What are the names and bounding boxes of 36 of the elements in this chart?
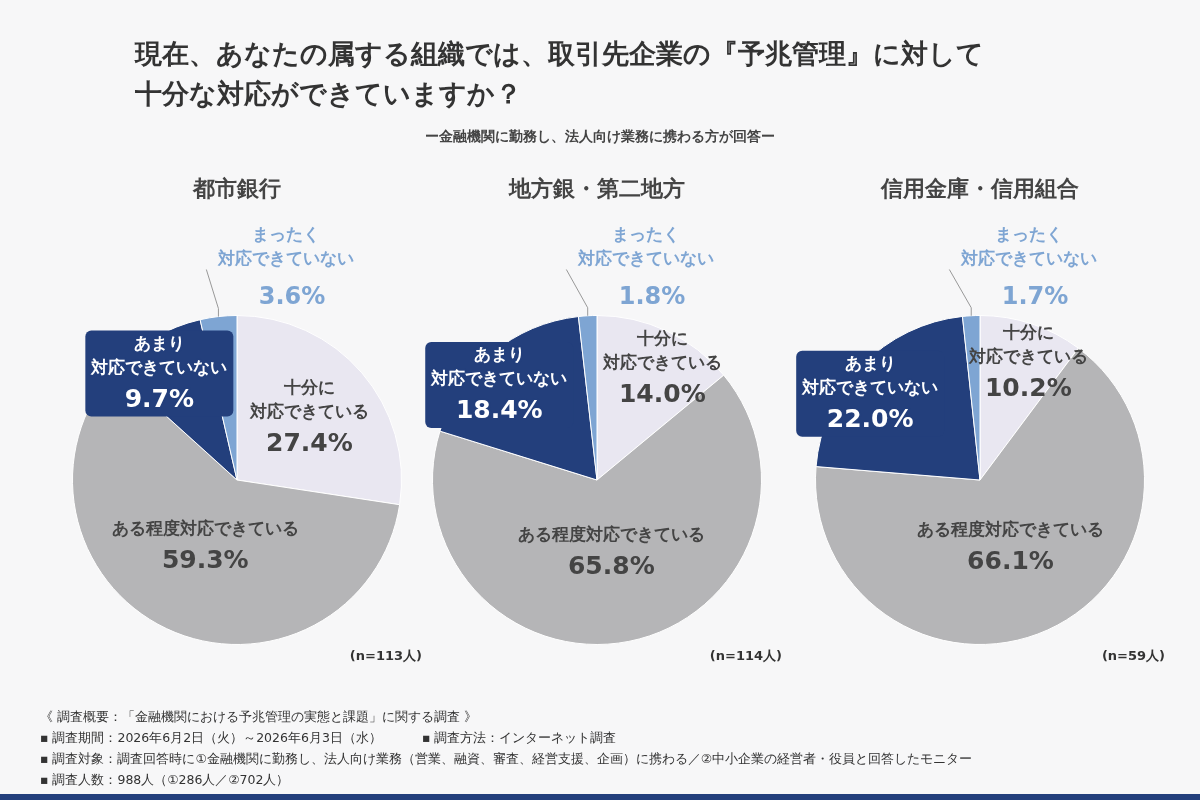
- slice-label: ある程度対応できている: [916, 518, 1104, 539]
- text: ー金融機関に勤務し、法人向け業務に携わる方が回答ー: [424, 128, 776, 146]
- data-label: 1.7%: [1001, 281, 1069, 310]
- slice-label: まったく対応できていない: [217, 223, 355, 268]
- slice-label: あまり対応できていない: [801, 353, 939, 398]
- text: 《 調査概要：「金融機関における予兆管理の実態と課題」に関する調査 》: [40, 708, 477, 726]
- text: (n=59人): [1101, 648, 1165, 663]
- slice-label: まったく対応できていない: [577, 223, 715, 268]
- text: ▪ 調査期間：2026年6月2日（火）～2026年6月3日（水）: [40, 729, 382, 747]
- data-label: 10.2%: [984, 373, 1072, 403]
- text: ▪ 調査対象：調査回答時に①金融機関に勤務し、法人向け業務（営業、融資、審査、経営支援、企画）に携わる／②中小企業の経営者・役員と回答したモニター: [40, 750, 972, 768]
- data-label: 66.1%: [967, 545, 1054, 575]
- text: ▪ 調査方法：インターネット調査: [421, 729, 617, 747]
- data-label: 22.0%: [826, 404, 914, 434]
- slice-label: ある程度対応できている: [517, 524, 705, 545]
- data-label: 65.8%: [567, 551, 655, 581]
- data-label: 27.4%: [265, 428, 353, 458]
- slice-label: 十分に対応できている: [248, 377, 369, 422]
- text: ▪ 調査人数：988人（①286人／②702人）: [40, 771, 290, 789]
- slice-label: まったく対応できていない: [960, 223, 1098, 268]
- data-label: 1.8%: [618, 281, 686, 310]
- text: 現在、あなたの属する組織では、取引先企業の『予兆管理』に対して十分な対応ができていますか？: [135, 37, 985, 111]
- slice-label: 十分に対応できている: [601, 327, 722, 372]
- text: (n=113人): [349, 648, 422, 663]
- chart-title: 信用金庫・信用組合: [879, 175, 1080, 203]
- slice-label: あまり対応できていない: [430, 344, 568, 389]
- slice-label: あまり対応できていない: [90, 333, 228, 378]
- data-label: 9.7%: [124, 384, 195, 414]
- data-label: 14.0%: [618, 378, 706, 408]
- text: (n=114人): [709, 648, 782, 663]
- data-label: 59.3%: [161, 545, 249, 575]
- data-label: 18.4%: [455, 395, 543, 425]
- chart-title: 都市銀行: [191, 175, 282, 203]
- data-label: 3.6%: [258, 281, 326, 310]
- chart-title: 地方銀・第二地方: [507, 175, 686, 203]
- slice-label: ある程度対応できている: [111, 518, 299, 539]
